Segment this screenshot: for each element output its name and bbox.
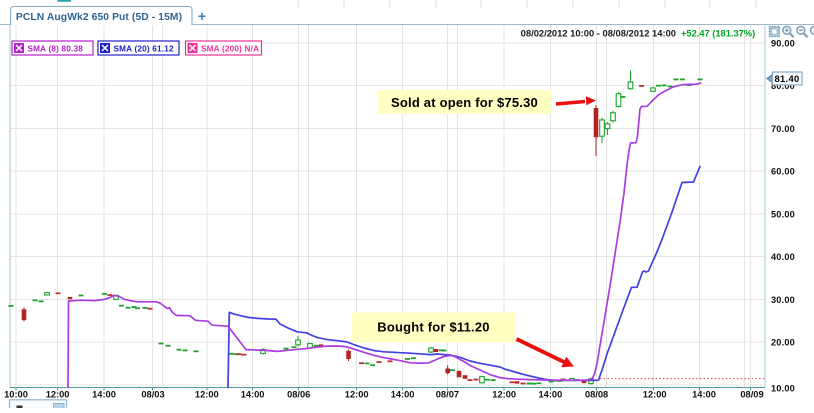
svg-text:80.00: 80.00 (771, 81, 795, 91)
svg-text:14:00: 14:00 (241, 390, 265, 400)
svg-text:12:00: 12:00 (195, 390, 219, 400)
svg-text:14:00: 14:00 (92, 390, 116, 400)
svg-text:+52.47 (181.37%): +52.47 (181.37%) (681, 29, 755, 39)
svg-text:08/03: 08/03 (141, 390, 164, 400)
svg-text:40.00: 40.00 (771, 252, 795, 262)
svg-text:14:00: 14:00 (692, 390, 716, 400)
svg-text:60.00: 60.00 (771, 167, 795, 177)
svg-text:10.00: 10.00 (771, 384, 795, 394)
svg-text:Bought for $11.20: Bought for $11.20 (377, 320, 489, 335)
svg-text:SMA (8) 80.38: SMA (8) 80.38 (28, 45, 84, 54)
svg-text:+: + (198, 8, 206, 24)
svg-text:81.40: 81.40 (775, 73, 800, 84)
svg-text:12:00: 12:00 (643, 390, 667, 400)
svg-text:08/07: 08/07 (436, 390, 459, 400)
svg-text:08/08: 08/08 (585, 390, 608, 400)
svg-text:14:00: 14:00 (539, 390, 563, 400)
svg-text:12:00: 12:00 (492, 390, 516, 400)
svg-text:SMA (20) 61.12: SMA (20) 61.12 (114, 45, 175, 54)
svg-text:PCLN AugWk2 650 Put (5D - 15M): PCLN AugWk2 650 Put (5D - 15M) (16, 12, 182, 23)
svg-text:20.00: 20.00 (771, 338, 795, 348)
svg-text:12:00: 12:00 (345, 390, 369, 400)
svg-text:Sold at open for $75.30: Sold at open for $75.30 (391, 95, 538, 110)
svg-text:50.00: 50.00 (771, 209, 795, 219)
svg-text:14:00: 14:00 (391, 390, 415, 400)
svg-text:SMA (200) N/A: SMA (200) N/A (201, 45, 259, 54)
svg-text:08/06: 08/06 (287, 390, 310, 400)
svg-text:12:00: 12:00 (46, 390, 70, 400)
svg-text:70.00: 70.00 (771, 124, 795, 134)
svg-text:08/02/2012 10:00 - 08/08/2012: 08/02/2012 10:00 - 08/08/2012 14:00 (521, 28, 676, 39)
svg-text:08/09: 08/09 (740, 390, 763, 400)
svg-text:90.00: 90.00 (771, 38, 795, 48)
svg-text:30.00: 30.00 (771, 295, 795, 305)
svg-text:10:00: 10:00 (4, 390, 28, 400)
